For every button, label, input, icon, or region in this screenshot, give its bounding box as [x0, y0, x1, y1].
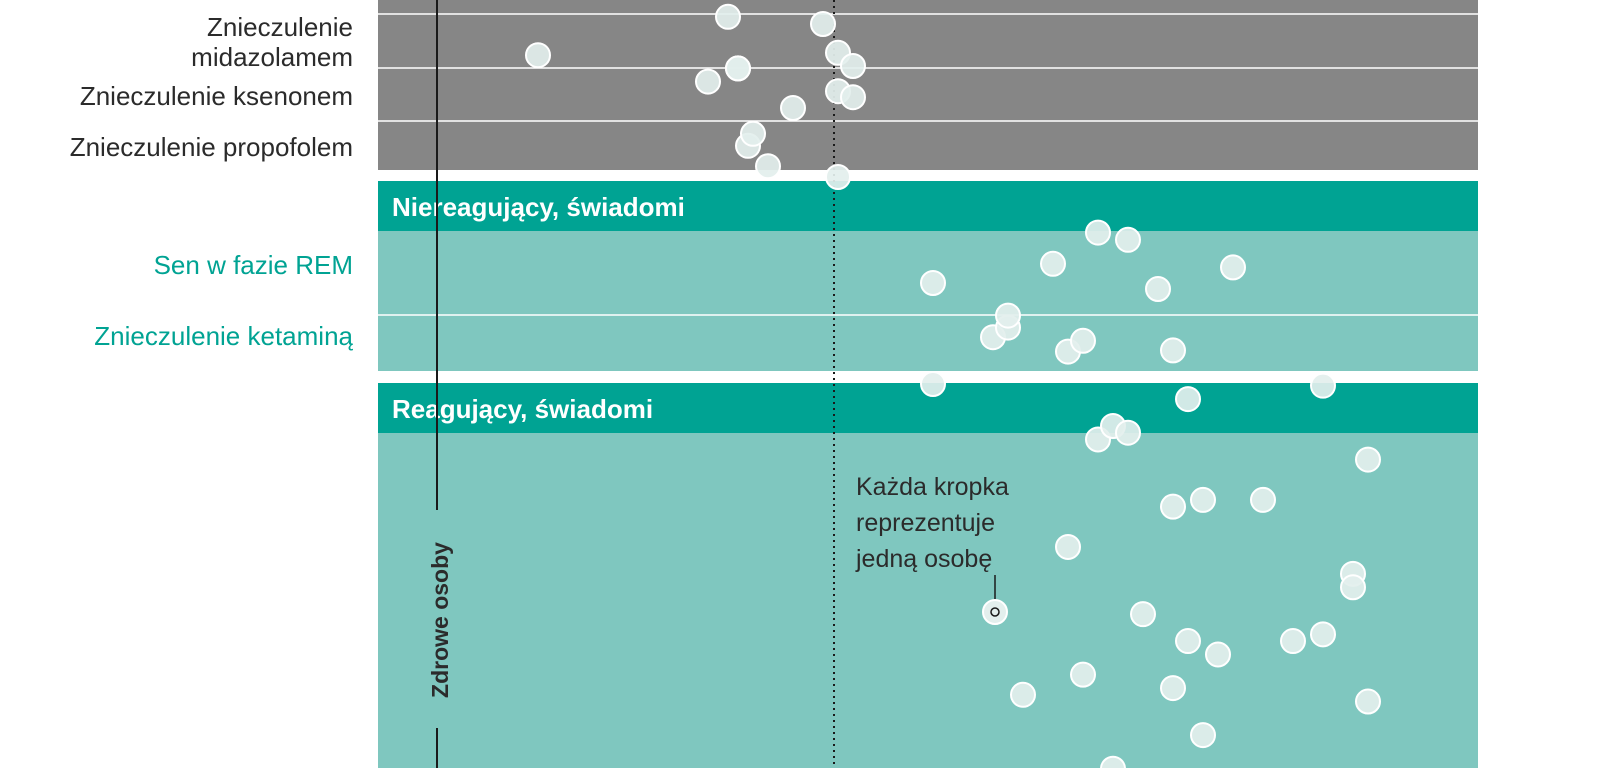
data-dot-0-2-3 — [825, 164, 851, 190]
row-label-1-0-0: Sen w fazie REM — [154, 250, 353, 280]
data-dot-2-0-8 — [1160, 493, 1186, 520]
group-header-label-1: Niereagujący, świadomi — [392, 192, 685, 222]
data-dot-0-2-1 — [740, 120, 766, 147]
data-dot-1-0-0 — [920, 270, 946, 296]
data-dot-1-0-2 — [1085, 219, 1111, 246]
row-label-0-0-1: midazolamem — [191, 42, 353, 72]
vertical-axis: Zdrowe osoby — [427, 0, 453, 768]
data-dot-1-0-1 — [1040, 250, 1066, 277]
group-band-1 — [378, 231, 1478, 371]
dot-legend-annotation: Każda kropka reprezentuje jedną osobę — [855, 473, 1009, 625]
data-dot-2-0-7 — [1130, 601, 1156, 628]
data-dot-0-1-4 — [840, 84, 866, 111]
data-dot-2-0-13 — [1190, 486, 1216, 513]
data-dot-2-0-17 — [1250, 486, 1276, 513]
data-dot-0-1-0 — [695, 68, 721, 95]
data-dot-2-0-11 — [1175, 628, 1201, 655]
data-dot-1-1-3 — [995, 302, 1021, 329]
axis-label-healthy-people: Zdrowe osoby — [427, 542, 453, 698]
data-dot-2-0-0 — [1010, 681, 1036, 708]
annotation-line-2: reprezentuje — [856, 509, 995, 537]
data-dot-0-1-1 — [725, 55, 751, 82]
data-dot-1-1-6 — [1160, 337, 1186, 364]
data-dot-2-0-10 — [1175, 386, 1201, 413]
data-dot-0-2-2 — [755, 153, 781, 180]
data-dot-0-0-0 — [525, 42, 551, 69]
row-label-0-0-0: Znieczulenie — [207, 12, 353, 42]
data-dot-2-0-1 — [1055, 533, 1081, 560]
data-dot-2-0-24 — [1355, 446, 1381, 473]
data-dot-2-0-23 — [1355, 688, 1381, 715]
data-dot-1-0-3 — [1115, 226, 1141, 253]
data-dot-2-0-14 — [1205, 641, 1231, 668]
data-dot-1-0-4 — [1145, 276, 1171, 302]
data-dot-1-0-5 — [1220, 254, 1246, 281]
data-dot-2-0-20 — [1310, 372, 1336, 399]
row-label-0-2-0: Znieczulenie propofolem — [70, 132, 353, 162]
data-dot-0-0-1 — [715, 3, 741, 30]
group-header-band-1 — [378, 181, 1478, 231]
row-label-0-1-0: Znieczulenie ksenonem — [80, 81, 353, 111]
row-label-1-1-0: Znieczulenie ketaminą — [94, 321, 353, 351]
group-header-label-2: Reagujący, świadomi — [392, 394, 653, 424]
data-dot-2-0-9 — [1160, 675, 1186, 702]
data-dot-1-1-5 — [1070, 327, 1096, 354]
data-dots — [525, 3, 1381, 768]
data-dot-0-0-3 — [810, 11, 836, 37]
annotation-line-1: Każda kropka — [856, 473, 1009, 501]
data-dot-2-0-18 — [1280, 628, 1306, 655]
data-dot-2-0-5 — [1100, 755, 1126, 768]
annotation-line-3: jedną osobę — [855, 545, 992, 573]
data-dot-2-0-2 — [1070, 661, 1096, 688]
annotation-sample-center — [990, 607, 1000, 617]
data-dot-2-0-6 — [1115, 419, 1141, 446]
data-dot-1-1-0 — [920, 371, 946, 397]
data-dot-2-0-22 — [1340, 574, 1366, 601]
data-dot-0-0-5 — [840, 53, 866, 79]
data-dot-2-0-19 — [1310, 621, 1336, 648]
annotation-sample-dot — [982, 599, 1008, 625]
group-band-0 — [378, 0, 1478, 170]
data-dot-2-0-12 — [1190, 722, 1216, 749]
group-band-2 — [378, 433, 1478, 768]
data-dot-0-1-2 — [780, 95, 806, 121]
